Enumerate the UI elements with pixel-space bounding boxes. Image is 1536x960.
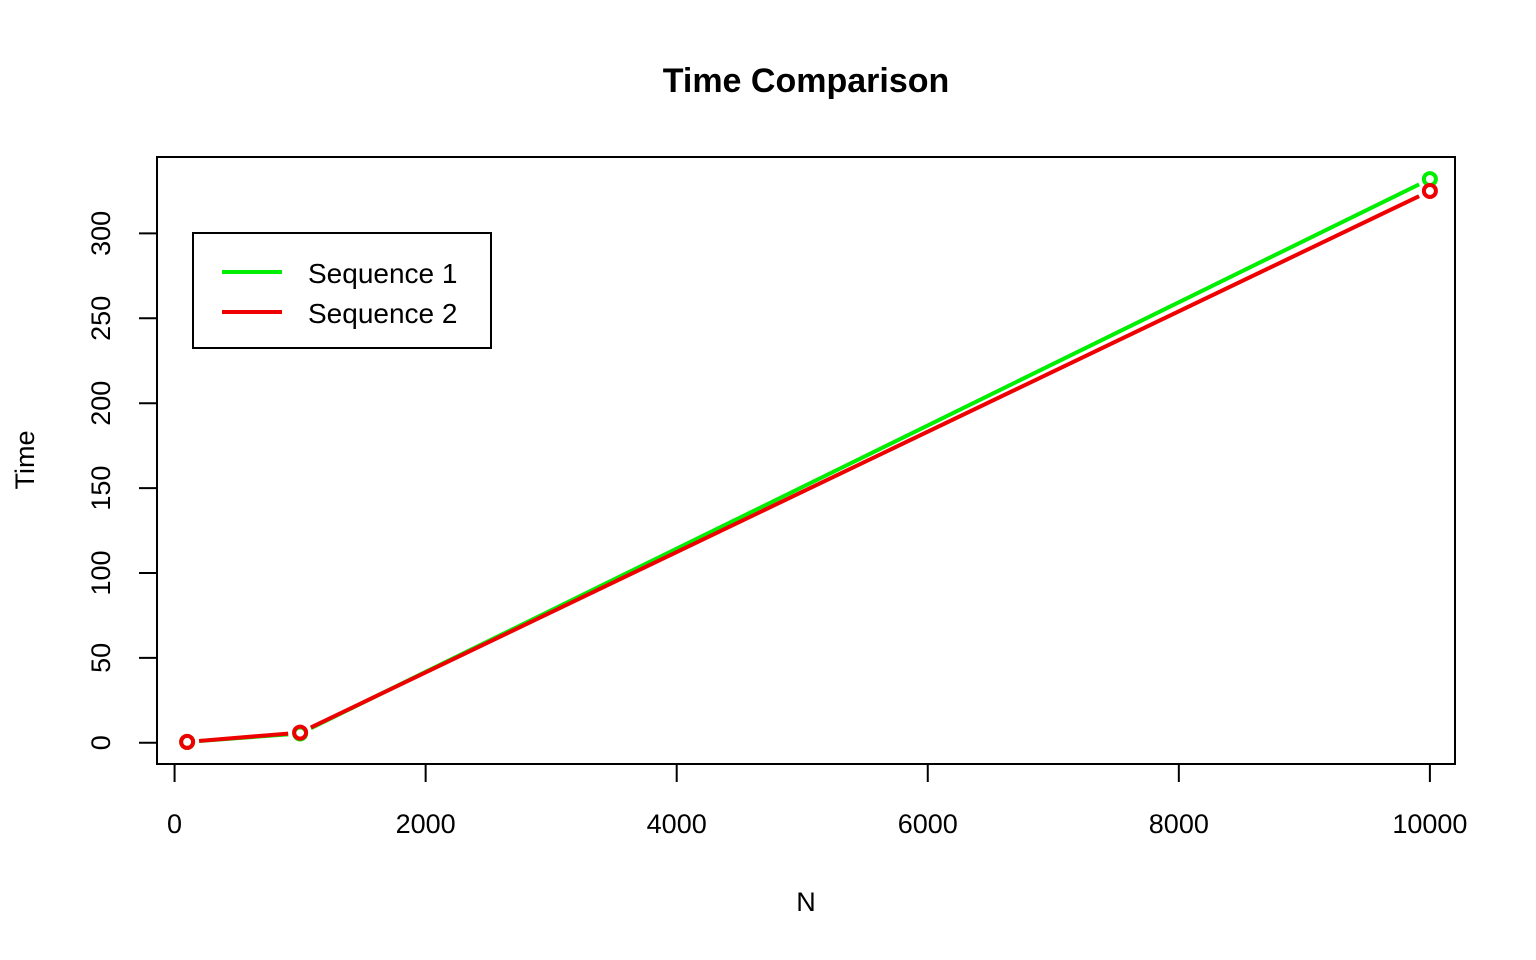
x-tick-label: 0: [167, 809, 182, 839]
x-axis: 0 2000 4000 6000 8000 10000: [167, 763, 1467, 839]
legend-label-sequence-2: Sequence 2: [308, 298, 457, 329]
y-axis-label: Time: [10, 431, 40, 490]
series-sequence-2: [179, 182, 1438, 750]
x-axis-label: N: [796, 887, 816, 917]
x-tick-label: 6000: [898, 809, 958, 839]
legend-label-sequence-1: Sequence 1: [308, 258, 457, 289]
y-tick-label: 100: [86, 550, 116, 595]
y-tick-label: 50: [86, 643, 116, 673]
legend-box: [192, 232, 492, 349]
data-point: [292, 724, 309, 741]
data-point: [1421, 182, 1438, 199]
y-tick-label: 200: [86, 381, 116, 426]
legend: Sequence 1 Sequence 2: [192, 232, 492, 349]
x-tick-label: 8000: [1149, 809, 1209, 839]
y-tick-label: 150: [86, 466, 116, 511]
series-segment: [310, 194, 1420, 730]
x-tick-label: 2000: [396, 809, 456, 839]
x-tick-label: 4000: [647, 809, 707, 839]
y-tick-label: 0: [86, 735, 116, 750]
x-tick-label: 10000: [1392, 809, 1467, 839]
y-tick-label: 250: [86, 296, 116, 341]
series-segment: [198, 731, 289, 743]
series-layer: [179, 171, 1438, 750]
chart-title: Time Comparison: [663, 62, 950, 100]
data-point: [179, 733, 196, 750]
y-axis: 0 50 100 150 200 250 300: [86, 211, 158, 750]
y-tick-label: 300: [86, 211, 116, 256]
